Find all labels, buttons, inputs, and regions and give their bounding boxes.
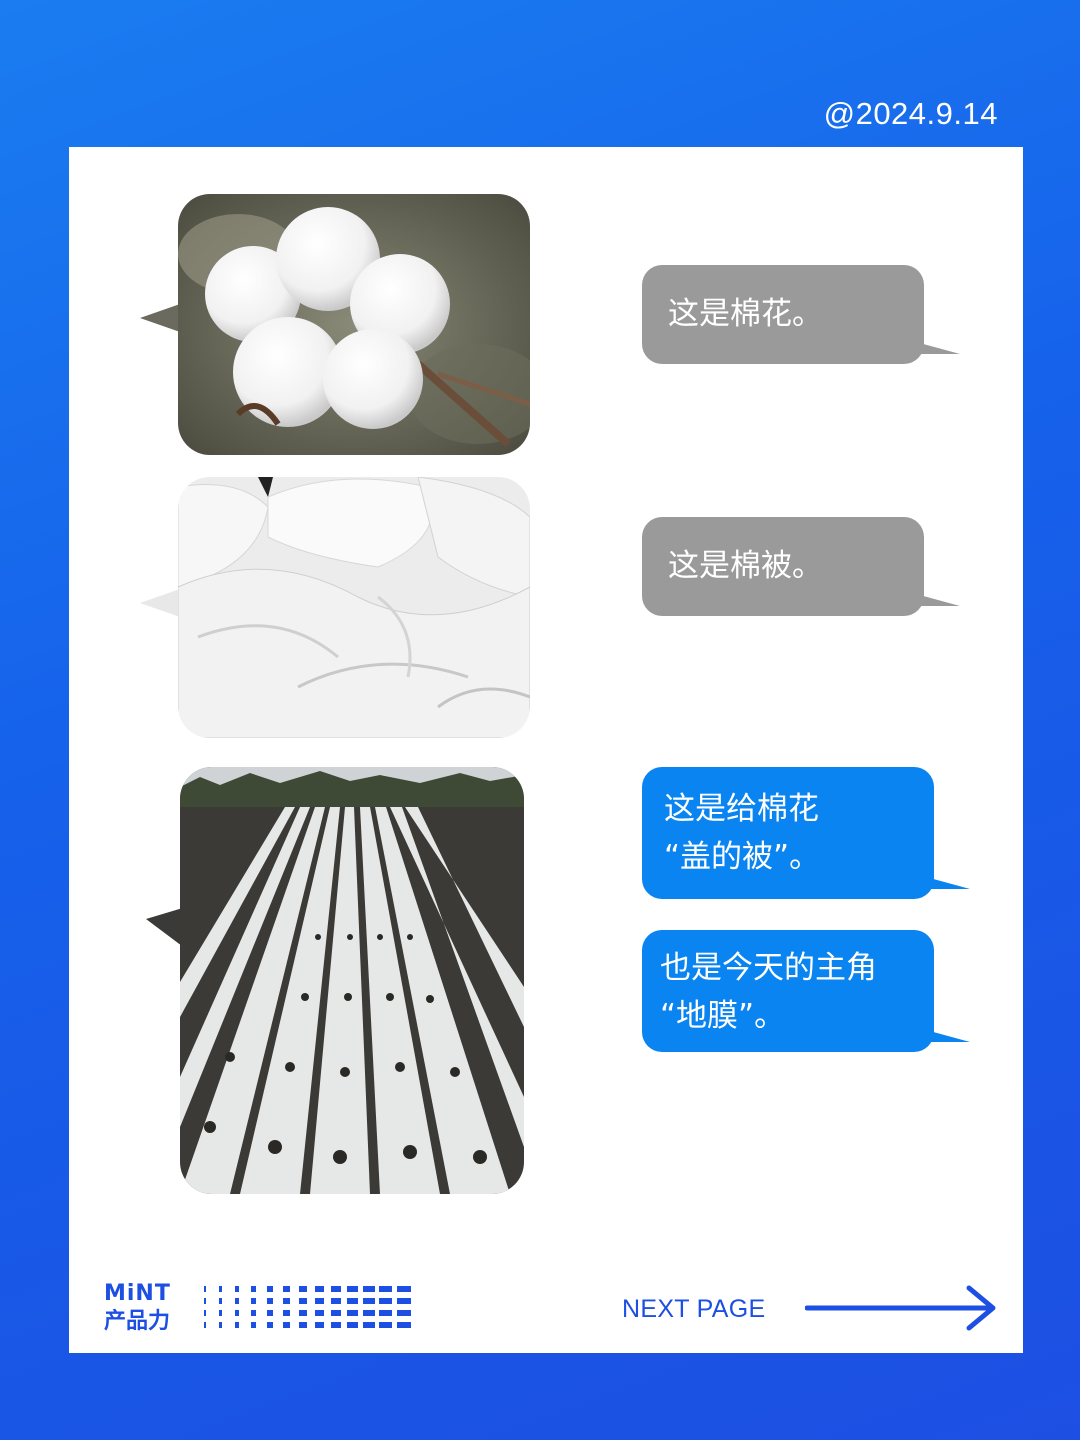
- bubble-tail: [140, 304, 180, 332]
- bubble-tail: [916, 342, 960, 354]
- date-label: @2024.9.14: [823, 96, 998, 131]
- plastic-mulch-image: [180, 767, 524, 1194]
- bubble-tail: [140, 589, 180, 617]
- message-bubble-mulch-topic: 也是今天的主角 “地膜”。: [642, 930, 970, 1052]
- message-text: 这是棉花。: [668, 296, 823, 332]
- message-bubble-quilt: 这是棉被。: [642, 517, 960, 616]
- message-text-line1: 也是今天的主角: [660, 950, 877, 986]
- bubble-tail: [926, 877, 970, 889]
- message-text-line2: “地膜”。: [660, 998, 786, 1034]
- cotton-photo-bubble: [140, 194, 530, 455]
- message-bubble-cotton: 这是棉花。: [642, 265, 960, 364]
- message-bubble-mulch-intro: 这是给棉花 “盖的被”。: [642, 767, 970, 899]
- bubble-tail: [916, 594, 960, 606]
- next-page-link[interactable]: NEXT PAGE: [622, 1295, 766, 1323]
- bubble-tail: [146, 907, 186, 949]
- message-text-line1: 这是给棉花: [664, 791, 819, 827]
- right-arrow-icon[interactable]: [805, 1284, 1001, 1334]
- brand-name: MiNT: [104, 1281, 171, 1306]
- bubble-tail: [926, 1030, 970, 1042]
- quilt-photo-bubble: [140, 477, 530, 738]
- dot-grid-decoration: [204, 1286, 411, 1328]
- brand-subtitle: 产品力: [104, 1309, 171, 1334]
- brand-logo: MiNT 产品力: [104, 1281, 171, 1337]
- cotton-boll-image: [178, 194, 530, 455]
- message-text: 这是棉被。: [668, 548, 823, 584]
- quilt-image: [178, 477, 530, 738]
- field-photo-bubble: [146, 767, 524, 1194]
- message-text-line2: “盖的被”。: [664, 839, 821, 875]
